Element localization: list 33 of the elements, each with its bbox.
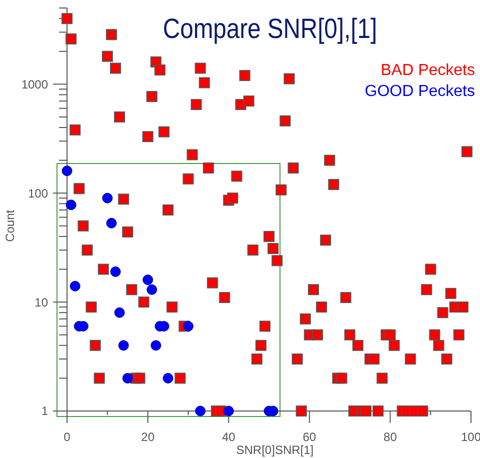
chart-title: Compare SNR[0],[1] (162, 12, 378, 44)
point (158, 320, 170, 332)
point (223, 406, 234, 416)
point (142, 274, 154, 286)
point (114, 307, 125, 318)
point (70, 280, 80, 292)
point (182, 320, 194, 332)
y-axis-title: Count (3, 209, 17, 242)
x-tick-label: 60 (302, 430, 316, 444)
point (102, 192, 113, 204)
x-tick-label: 40 (222, 430, 236, 444)
x-tick-label: 20 (141, 430, 155, 444)
point (110, 266, 121, 277)
point (66, 200, 76, 210)
point (106, 218, 117, 228)
point (150, 340, 162, 351)
point (118, 340, 129, 351)
x-axis-title: SNR[0]SNR[1] (236, 443, 314, 457)
y-tick-label: 100 (28, 186, 48, 200)
y-tick-label: 1 (41, 404, 48, 418)
point (268, 406, 278, 416)
point (162, 372, 174, 384)
x-tick-label: 0 (64, 430, 71, 444)
x-tick-label: 80 (384, 430, 398, 444)
point (62, 166, 72, 176)
y-tick-label: 10 (34, 295, 48, 310)
text: GOOD Peckets (364, 83, 475, 100)
point (146, 284, 158, 295)
point (122, 372, 133, 384)
point (195, 406, 206, 416)
text: BAD Peckets (380, 62, 475, 79)
y-tick-label: 1000 (21, 77, 48, 92)
point (78, 320, 88, 332)
